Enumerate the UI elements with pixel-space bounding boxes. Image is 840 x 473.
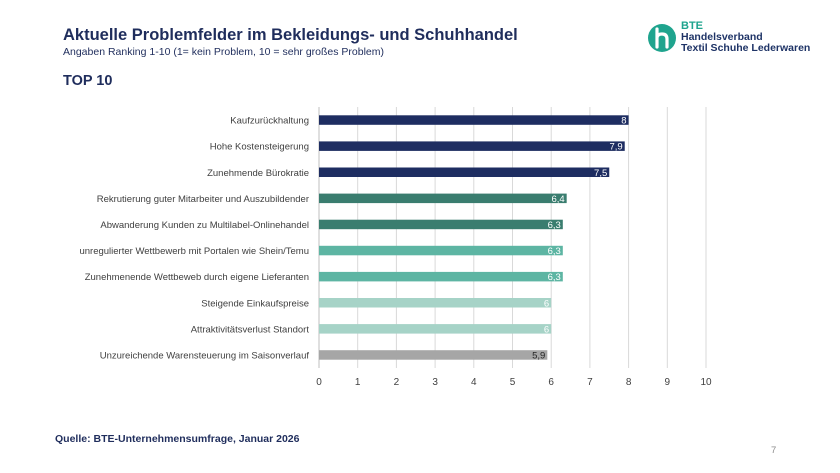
- x-tick-label: 9: [665, 377, 671, 388]
- bar: [319, 167, 610, 177]
- data-label: 6,3: [548, 220, 561, 231]
- data-label: 5,9: [532, 350, 545, 361]
- bar: [319, 298, 552, 308]
- x-tick-label: 1: [355, 377, 361, 388]
- bte-logo-icon: [648, 24, 676, 52]
- x-tick-label: 5: [510, 377, 516, 388]
- category-label: Attraktivitätsverlust Standort: [191, 324, 310, 335]
- x-tick-label: 8: [626, 377, 632, 388]
- bar: [319, 271, 563, 282]
- category-label: Unzureichende Warensteuerung im Saisonve…: [100, 350, 310, 361]
- category-label: Kaufzurückhaltung: [230, 116, 309, 127]
- category-label: Steigende Einkaufspreise: [201, 298, 309, 309]
- category-label: Abwanderung Kunden zu Multilabel-Onlineh…: [100, 220, 309, 231]
- data-label: 6,3: [548, 272, 561, 283]
- bar: [319, 245, 563, 256]
- x-tick-label: 2: [394, 377, 400, 388]
- data-label: 6,4: [551, 194, 564, 205]
- category-label: Hohe Kostensteigerung: [210, 142, 309, 153]
- category-label: Rekrutierung guter Mitarbeiter und Auszu…: [97, 194, 309, 205]
- x-tick-label: 6: [548, 377, 554, 388]
- data-label: 7,5: [594, 168, 607, 179]
- bte-logo: BTE Handelsverband Textil Schuhe Lederwa…: [647, 21, 810, 57]
- data-label: 7,9: [610, 142, 623, 153]
- data-label: 8: [621, 116, 626, 127]
- bar: [319, 141, 625, 151]
- logo-line1: Handelsverband: [681, 31, 763, 43]
- bar: [319, 115, 629, 125]
- bar: [319, 324, 552, 334]
- category-label: unregulierter Wettbewerb mit Portalen wi…: [79, 246, 309, 257]
- top10-label: TOP 10: [63, 73, 113, 89]
- logo-line2: Textil Schuhe Lederwaren: [681, 42, 811, 54]
- bar: [319, 350, 548, 360]
- x-tick-label: 3: [432, 377, 438, 388]
- bar: [319, 193, 567, 204]
- category-label: Zunehmende Bürokratie: [207, 168, 309, 179]
- data-label: 6: [544, 324, 549, 335]
- data-label: 6: [544, 298, 549, 309]
- x-tick-label: 0: [316, 377, 322, 388]
- category-label: Zunehmenende Wettbeweb durch eigene Lief…: [85, 272, 309, 283]
- bar: [319, 219, 563, 230]
- page-subtitle: Angaben Ranking 1-10 (1= kein Problem, 1…: [63, 46, 385, 58]
- logo-brand: BTE: [681, 20, 703, 32]
- source-note: Quelle: BTE-Unternehmensumfrage, Januar …: [55, 433, 300, 445]
- x-tick-label: 7: [587, 377, 593, 388]
- page-number: 7: [771, 445, 777, 456]
- x-tick-label: 4: [471, 377, 477, 388]
- x-tick-label: 10: [700, 377, 712, 388]
- data-label: 6,3: [548, 246, 561, 257]
- page-title: Aktuelle Problemfelder im Bekleidungs- u…: [63, 26, 518, 44]
